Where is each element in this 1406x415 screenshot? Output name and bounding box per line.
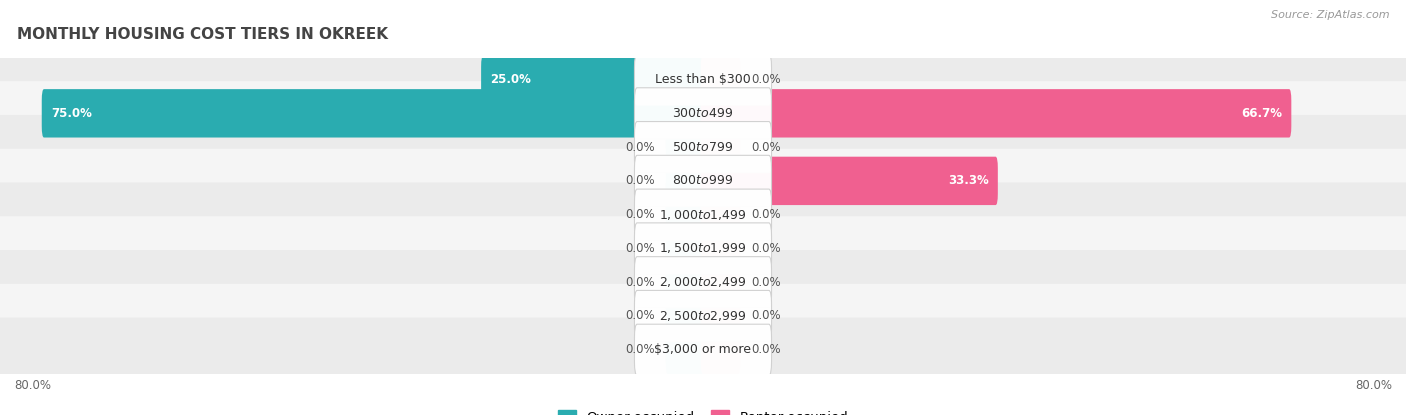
FancyBboxPatch shape (0, 47, 1406, 112)
FancyBboxPatch shape (700, 224, 741, 273)
FancyBboxPatch shape (0, 115, 1406, 179)
FancyBboxPatch shape (665, 292, 706, 340)
FancyBboxPatch shape (481, 55, 706, 104)
Text: $300 to $499: $300 to $499 (672, 107, 734, 120)
Text: 0.0%: 0.0% (626, 208, 655, 221)
FancyBboxPatch shape (634, 88, 772, 139)
Text: 0.0%: 0.0% (751, 343, 780, 356)
Text: Source: ZipAtlas.com: Source: ZipAtlas.com (1271, 10, 1389, 20)
Text: 33.3%: 33.3% (948, 174, 988, 188)
Text: 0.0%: 0.0% (751, 208, 780, 221)
Text: 80.0%: 80.0% (1355, 379, 1392, 392)
FancyBboxPatch shape (634, 155, 772, 206)
FancyBboxPatch shape (665, 157, 706, 205)
Text: 0.0%: 0.0% (626, 310, 655, 322)
Text: 0.0%: 0.0% (626, 343, 655, 356)
Text: 75.0%: 75.0% (51, 107, 91, 120)
FancyBboxPatch shape (634, 290, 772, 342)
FancyBboxPatch shape (700, 89, 1291, 137)
FancyBboxPatch shape (634, 324, 772, 375)
FancyBboxPatch shape (665, 123, 706, 171)
Text: 0.0%: 0.0% (626, 276, 655, 289)
Text: 0.0%: 0.0% (626, 141, 655, 154)
Legend: Owner-occupied, Renter-occupied: Owner-occupied, Renter-occupied (558, 410, 848, 415)
Text: 0.0%: 0.0% (751, 141, 780, 154)
FancyBboxPatch shape (700, 258, 741, 306)
FancyBboxPatch shape (634, 189, 772, 240)
FancyBboxPatch shape (665, 258, 706, 306)
Text: Less than $300: Less than $300 (655, 73, 751, 86)
FancyBboxPatch shape (700, 55, 741, 104)
FancyBboxPatch shape (700, 292, 741, 340)
Text: MONTHLY HOUSING COST TIERS IN OKREEK: MONTHLY HOUSING COST TIERS IN OKREEK (17, 27, 388, 42)
FancyBboxPatch shape (665, 190, 706, 239)
Text: $1,500 to $1,999: $1,500 to $1,999 (659, 242, 747, 256)
FancyBboxPatch shape (634, 122, 772, 173)
Text: $3,000 or more: $3,000 or more (655, 343, 751, 356)
FancyBboxPatch shape (700, 123, 741, 171)
FancyBboxPatch shape (700, 157, 998, 205)
Text: 0.0%: 0.0% (751, 242, 780, 255)
Text: $2,500 to $2,999: $2,500 to $2,999 (659, 309, 747, 323)
Text: $800 to $999: $800 to $999 (672, 174, 734, 188)
Text: 0.0%: 0.0% (751, 73, 780, 86)
FancyBboxPatch shape (0, 81, 1406, 146)
Text: 25.0%: 25.0% (491, 73, 531, 86)
Text: 0.0%: 0.0% (626, 242, 655, 255)
FancyBboxPatch shape (665, 326, 706, 374)
FancyBboxPatch shape (0, 317, 1406, 382)
Text: 0.0%: 0.0% (751, 276, 780, 289)
FancyBboxPatch shape (634, 223, 772, 274)
FancyBboxPatch shape (0, 216, 1406, 281)
Text: $2,000 to $2,499: $2,000 to $2,499 (659, 275, 747, 289)
FancyBboxPatch shape (634, 256, 772, 308)
Text: $1,000 to $1,499: $1,000 to $1,499 (659, 208, 747, 222)
Text: 0.0%: 0.0% (751, 310, 780, 322)
FancyBboxPatch shape (665, 224, 706, 273)
FancyBboxPatch shape (0, 284, 1406, 348)
Text: 80.0%: 80.0% (14, 379, 51, 392)
FancyBboxPatch shape (700, 326, 741, 374)
FancyBboxPatch shape (0, 250, 1406, 315)
Text: 0.0%: 0.0% (626, 174, 655, 188)
FancyBboxPatch shape (0, 183, 1406, 247)
FancyBboxPatch shape (42, 89, 706, 137)
Text: $500 to $799: $500 to $799 (672, 141, 734, 154)
FancyBboxPatch shape (634, 54, 772, 105)
FancyBboxPatch shape (700, 190, 741, 239)
FancyBboxPatch shape (0, 149, 1406, 213)
Text: 66.7%: 66.7% (1241, 107, 1282, 120)
